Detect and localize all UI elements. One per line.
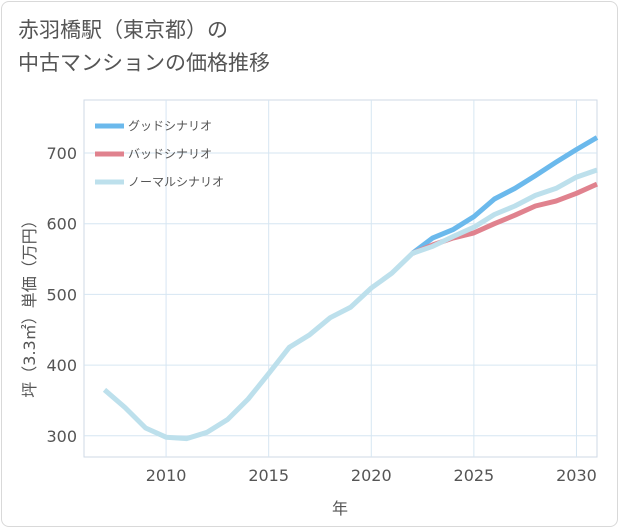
legend-label-good: グッドシナリオ <box>128 119 212 133</box>
y-tick-label-600: 600 <box>46 215 77 234</box>
grid-lines <box>84 100 597 457</box>
legend-label-bad: バッドシナリオ <box>128 147 212 161</box>
series-lines <box>102 135 599 442</box>
chart-title-line1: 赤羽橋駅（東京都）の <box>18 18 228 42</box>
legend-label-normal: ノーマルシナリオ <box>128 175 224 189</box>
x-tick-label-2025: 2025 <box>454 466 495 485</box>
x-tick-label-2015: 2015 <box>248 466 289 485</box>
chart-title: 赤羽橋駅（東京都）の 中古マンションの価格推移 <box>18 14 270 80</box>
y-tick-label-500: 500 <box>46 285 77 304</box>
y-axis-ticks: 300 400 500 600 700 <box>46 144 77 446</box>
x-axis-ticks: 2010 2015 2020 2025 2030 <box>146 466 597 485</box>
series-line-good <box>410 135 599 256</box>
x-tick-label-2020: 2020 <box>351 466 392 485</box>
x-axis-label: 年 <box>332 499 348 518</box>
x-tick-label-2030: 2030 <box>556 466 597 485</box>
y-tick-label-700: 700 <box>46 144 77 163</box>
chart-title-line2: 中古マンションの価格推移 <box>18 51 270 75</box>
y-tick-label-300: 300 <box>46 427 77 446</box>
y-axis-label: 坪（3.3㎡）単価（万円） <box>20 212 39 397</box>
y-tick-label-400: 400 <box>46 356 77 375</box>
series-line-normal <box>102 167 598 442</box>
plot-area <box>83 99 598 458</box>
x-tick-label-2010: 2010 <box>146 466 187 485</box>
